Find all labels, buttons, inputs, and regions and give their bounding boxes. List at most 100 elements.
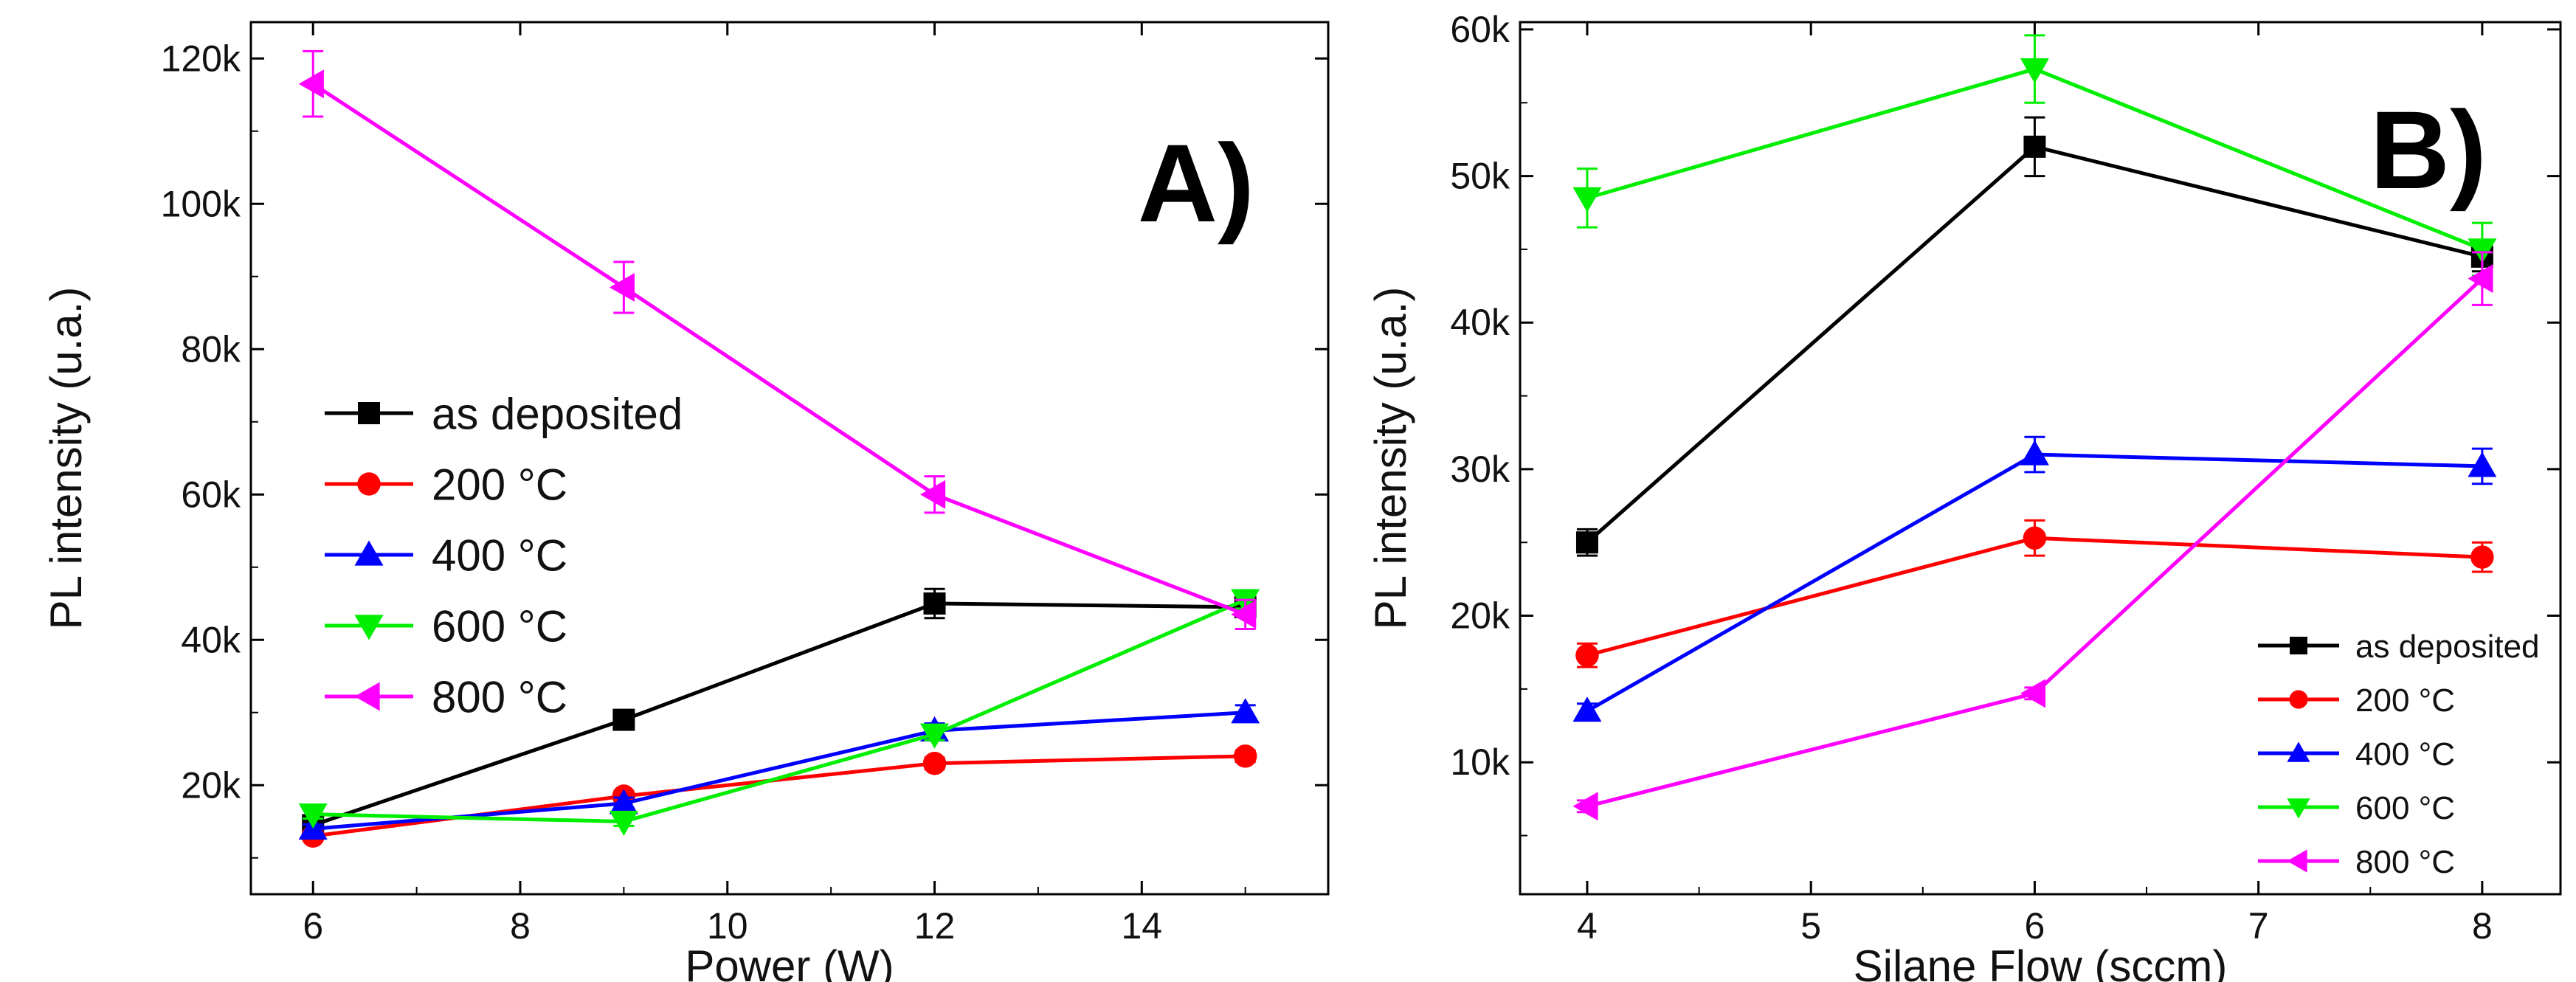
- y-tick-label: 80k: [181, 328, 241, 370]
- y-tick-label: 40k: [181, 619, 241, 660]
- data-point: [298, 803, 328, 829]
- legend-item-600-c: 600 °C: [325, 602, 567, 651]
- x-tick-label: 10: [707, 905, 748, 947]
- plot-frame: [249, 21, 1330, 896]
- legend-item-400-c: 400 °C: [2258, 736, 2455, 772]
- legend-item-800-c: 800 °C: [325, 673, 567, 722]
- y-tick-label: 10k: [1450, 741, 1510, 783]
- legend: as deposited 200 °C 400 °C 600 °C 800 °C: [2258, 629, 2540, 880]
- x-tick-label: 6: [2025, 905, 2045, 947]
- y-tick-label: 120k: [161, 38, 241, 79]
- legend-marker: [357, 472, 381, 496]
- data-point: [298, 69, 324, 99]
- x-tick-label: 12: [914, 905, 956, 947]
- x-tick-label: 8: [510, 905, 531, 947]
- legend-item-200-c: 200 °C: [325, 460, 567, 510]
- x-tick-label: 4: [1577, 905, 1598, 947]
- plot-frame: [1519, 21, 2562, 896]
- legend-item-400-c: 400 °C: [325, 531, 567, 581]
- data-point: [922, 751, 947, 775]
- legend-marker: [2287, 798, 2310, 819]
- legend-label: 800 °C: [432, 673, 567, 722]
- data-point: [609, 789, 638, 815]
- legend-label: 400 °C: [2355, 736, 2455, 772]
- panel-label: A): [1138, 121, 1254, 245]
- y-tick-label: 100k: [161, 183, 241, 224]
- data-point: [2023, 526, 2047, 550]
- data-point: [1231, 698, 1260, 724]
- legend-label: 400 °C: [432, 531, 567, 581]
- series-line: [312, 601, 1246, 827]
- x-tick-label: 7: [2248, 905, 2269, 947]
- data-point: [920, 723, 950, 749]
- legend: as deposited 200 °C 400 °C 600 °C 800 °C: [325, 390, 683, 722]
- series-800-c: [298, 49, 1257, 630]
- legend-label: as deposited: [2355, 629, 2540, 665]
- x-axis-title: Silane Flow (sccm): [1854, 941, 2228, 982]
- series-600-c: [298, 589, 1260, 836]
- legend-item-800-c: 800 °C: [2258, 844, 2455, 880]
- x-tick-label: 14: [1121, 905, 1162, 947]
- data-point: [2468, 452, 2497, 477]
- data-point: [1572, 792, 1598, 821]
- data-point: [1572, 187, 1602, 212]
- legend-item-200-c: 200 °C: [2258, 682, 2455, 719]
- y-axis-title: PL intensity (u.a.): [41, 287, 91, 630]
- data-point: [2470, 545, 2494, 569]
- x-axis-title: Power (W): [685, 941, 894, 982]
- series-200-c: [1575, 519, 2494, 668]
- y-tick-label: 30k: [1450, 449, 1510, 490]
- legend-marker: [358, 402, 380, 424]
- data-point: [1233, 744, 1257, 768]
- y-tick-label: 60k: [1450, 9, 1510, 50]
- data-point: [1231, 600, 1257, 629]
- y-tick-label: 60k: [181, 474, 241, 515]
- data-point: [2023, 135, 2046, 158]
- series-800-c: [1572, 251, 2493, 821]
- legend-marker: [354, 615, 384, 640]
- data-point: [609, 810, 638, 836]
- y-tick-label: 20k: [1450, 595, 1510, 637]
- panel-a: 6 8 10 12 14 20k 40k 60k 80k 100k 120k Power (W) PL …: [41, 21, 1330, 982]
- legend-label: 600 °C: [432, 602, 567, 651]
- legend-label: 800 °C: [2355, 844, 2455, 880]
- series-line: [313, 598, 1246, 824]
- data-point: [1575, 531, 1598, 554]
- legend-item-600-c: 600 °C: [2258, 790, 2455, 826]
- legend-marker: [354, 540, 384, 566]
- legend-marker: [2290, 637, 2307, 654]
- data-point: [2468, 238, 2497, 264]
- series-400-c: [1572, 435, 2497, 722]
- legend-marker: [2287, 741, 2310, 762]
- y-tick-label: 40k: [1450, 302, 1510, 343]
- x-tick-label: 5: [1800, 905, 1821, 947]
- legend-label: 600 °C: [2355, 790, 2455, 826]
- legend-label: 200 °C: [2355, 682, 2455, 719]
- data-point: [2020, 679, 2046, 708]
- y-axis-title: PL intensity (u.a.): [1366, 287, 1415, 630]
- data-point: [1572, 696, 1602, 722]
- legend-marker: [2289, 690, 2308, 709]
- panel-label: B): [2370, 88, 2487, 212]
- data-point: [1575, 643, 1599, 667]
- legend-item-as-deposited: as deposited: [325, 390, 683, 439]
- y-tick-label: 50k: [1450, 156, 1510, 197]
- data-point: [923, 592, 946, 615]
- x-tick-label: 6: [303, 905, 323, 947]
- data-point: [612, 708, 635, 731]
- legend-item-as-deposited: as deposited: [2258, 629, 2540, 665]
- data-point: [2020, 58, 2049, 84]
- legend-marker: [354, 682, 380, 711]
- legend-label: 200 °C: [432, 460, 567, 510]
- legend-marker: [2287, 849, 2307, 873]
- legend-label: as deposited: [432, 390, 683, 439]
- series-line: [311, 82, 1246, 617]
- y-tick-label: 20k: [181, 764, 241, 806]
- data-point: [2020, 440, 2049, 466]
- panel-b: 4 5 6 7 8 10k 20k 30k 40k 50k 60k Silane Flow (sccm…: [1366, 9, 2562, 982]
- data-point: [2468, 264, 2493, 294]
- data-point: [609, 273, 635, 302]
- x-tick-label: 8: [2472, 905, 2493, 947]
